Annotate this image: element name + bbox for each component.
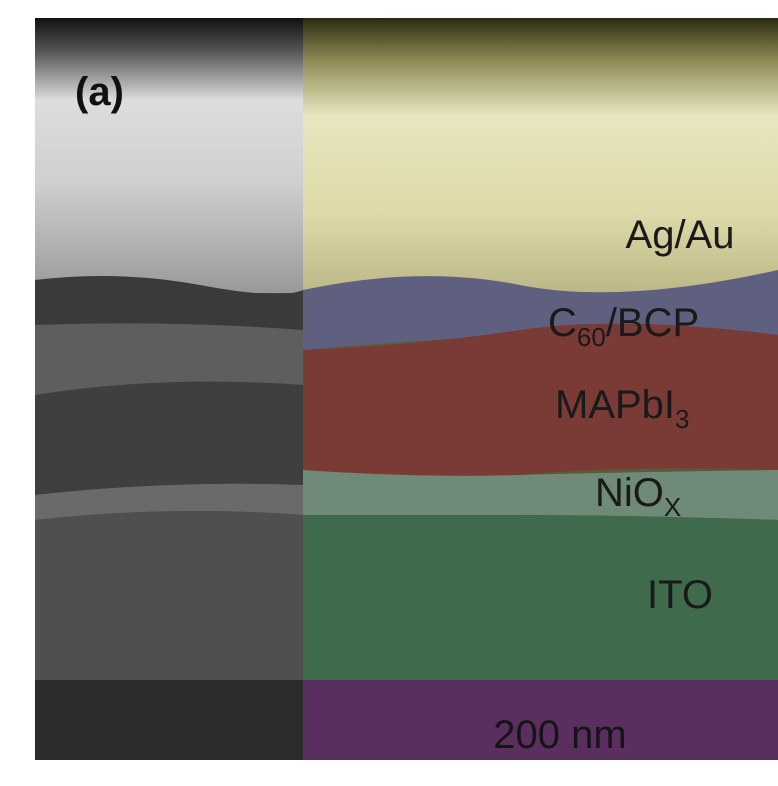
- panel-label: (a): [75, 70, 124, 114]
- sem-figure: (a) Ag/Au C60/BCP MAPbI3 NiOX ITO 200 nm: [0, 0, 778, 786]
- label-part: MAPbI: [555, 383, 675, 427]
- layer-label: ITO: [647, 573, 713, 617]
- layer-label: MAPbI3: [555, 383, 690, 434]
- label-part: /BCP: [606, 301, 699, 345]
- label-part: 3: [675, 404, 689, 434]
- label-part: ITO: [647, 573, 713, 617]
- layer-label: Ag/Au: [626, 213, 735, 257]
- scale-bar-label: 200 nm: [493, 713, 626, 757]
- layer-label: C60/BCP: [548, 301, 699, 352]
- label-part: C: [548, 301, 577, 345]
- label-part: X: [664, 492, 681, 522]
- label-part: Ag/Au: [626, 213, 735, 257]
- label-part: 60: [577, 322, 606, 352]
- label-part: NiO: [595, 471, 664, 515]
